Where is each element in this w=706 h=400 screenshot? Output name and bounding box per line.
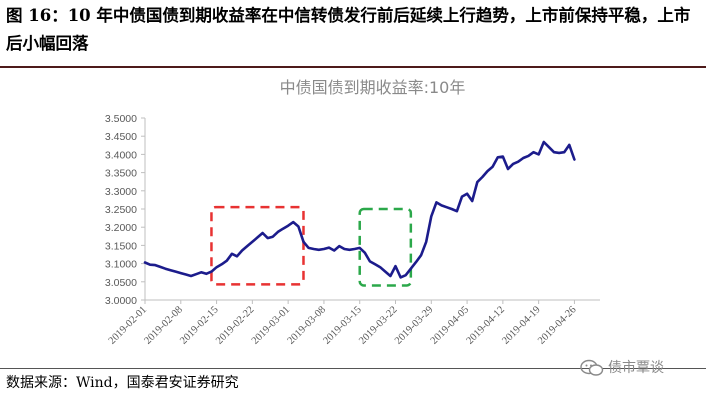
watermark-text: 债市覃谈 <box>608 360 664 376</box>
y-tick-label: 3.5000 <box>105 113 137 125</box>
annotation-box <box>210 205 305 286</box>
y-tick-label: 3.1500 <box>105 240 137 252</box>
figure-title: 图 16：10 年中债国债到期收益率在中信转债发行前后延续上行趋势，上市前保持平… <box>6 6 691 53</box>
annotation-box <box>358 207 413 287</box>
yield-line-chart: 中债国债到期收益率:10年 3.0000 3.0500 3.1000 3.1500 3.2… <box>105 78 600 347</box>
chart-title: 中债国债到期收益率:10年 <box>280 78 466 97</box>
y-tick-label: 3.3500 <box>105 168 137 180</box>
y-tick-label: 3.2500 <box>105 204 137 216</box>
y-tick-label: 3.2000 <box>105 222 137 234</box>
watermark: 债市覃谈 <box>580 357 664 379</box>
data-source: 数据来源：Wind，国泰君安证券研究 <box>6 375 239 391</box>
y-tick-label: 3.4500 <box>105 131 137 143</box>
y-tick-label: 3.0500 <box>105 277 137 289</box>
source-rule <box>0 368 706 369</box>
x-tick-label: 2019-04-26 <box>536 304 578 346</box>
y-tick-label: 3.3000 <box>105 186 137 198</box>
title-rule <box>0 66 706 68</box>
series-line <box>143 140 576 279</box>
wechat-icon <box>580 359 604 376</box>
y-tick-label: 3.4000 <box>105 149 137 161</box>
y-tick-label: 3.1000 <box>105 259 137 271</box>
y-tick-label: 3.0000 <box>105 295 137 307</box>
